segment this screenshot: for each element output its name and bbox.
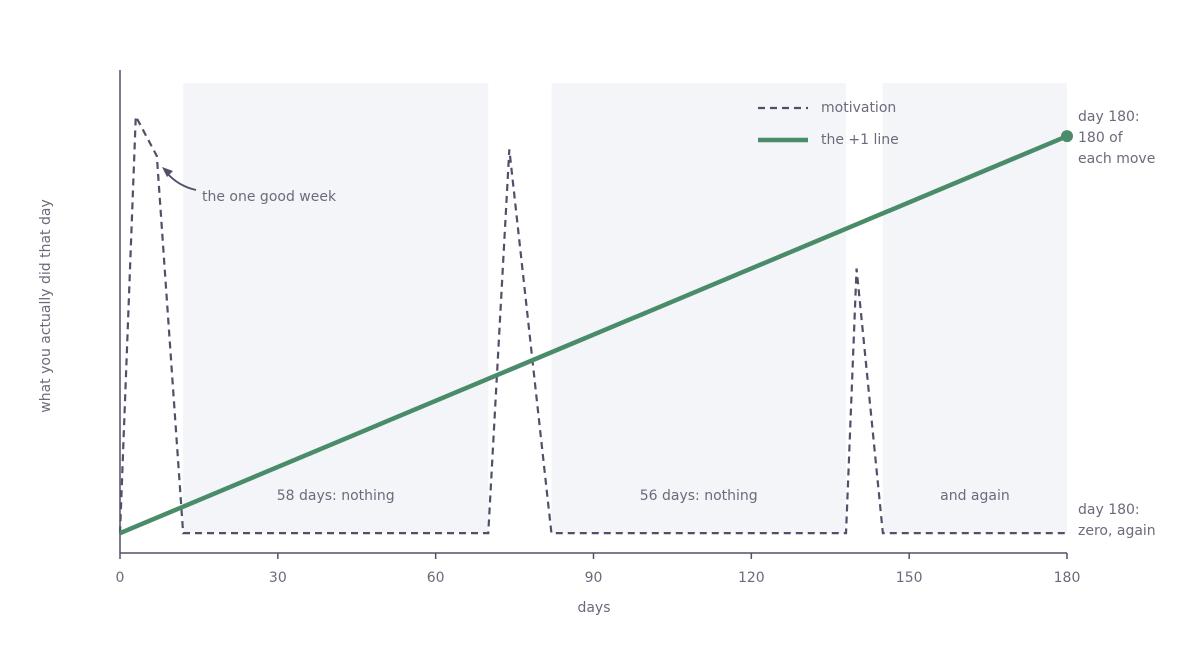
shaded-span [882,83,1067,533]
shaded-span [183,83,489,533]
annotation: zero, again [1078,523,1156,539]
annotation-arrowhead [162,167,173,177]
series-line [118,112,1067,535]
shaded-span [551,83,847,533]
span-label: 58 days: nothing [277,488,395,504]
series-line [119,134,1068,536]
x-tick-label: 120 [738,570,765,586]
annotation: each move [1078,151,1155,167]
annotation: the one good week [202,189,337,205]
x-tick-label: 180 [1054,570,1081,586]
annotation: 180 of [1078,130,1124,146]
end-dot [1061,130,1073,143]
x-tick-label: 150 [896,570,923,586]
annotation: day 180: [1078,502,1140,518]
annotation: day 180: [1078,109,1140,125]
legend-label: motivation [821,100,896,116]
x-axis-label: days [577,600,610,616]
legend-label: the +1 line [821,132,899,148]
x-tick-label: 60 [427,570,445,586]
x-tick-label: 0 [116,570,125,586]
span-label: 56 days: nothing [640,488,758,504]
x-tick-label: 30 [269,570,287,586]
y-axis-label: what you actually did that day [38,199,54,413]
span-label: and again [940,488,1010,504]
x-tick-label: 90 [585,570,603,586]
